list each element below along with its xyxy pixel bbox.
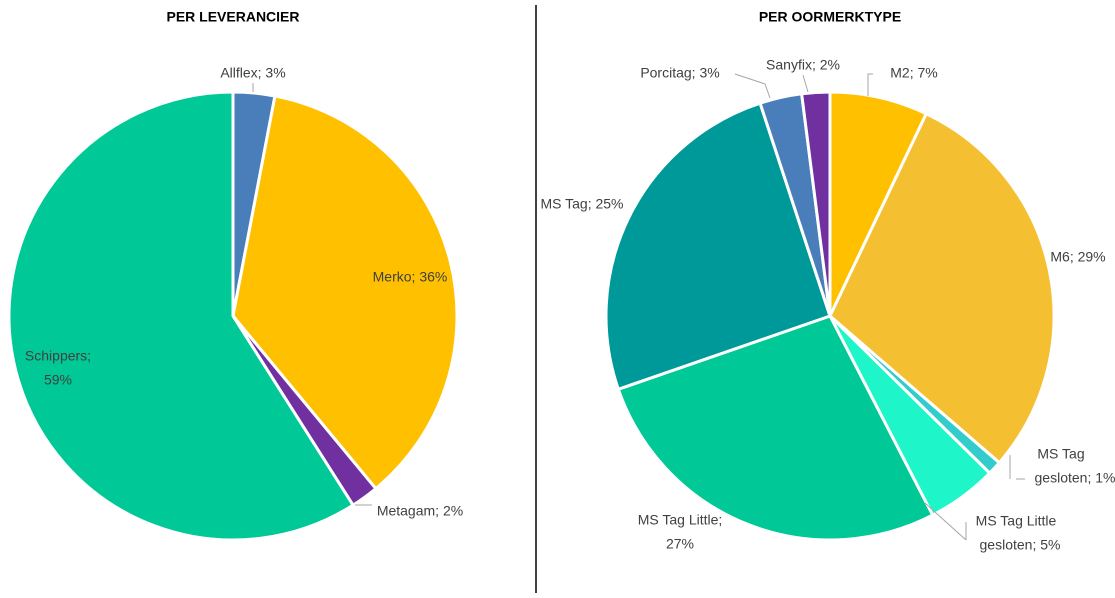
data-label: gesloten; 5% [980, 537, 1061, 553]
data-label: MS Tag Little; [638, 512, 723, 528]
pie-slice [231, 94, 459, 491]
data-label: M6; 29% [1050, 249, 1105, 265]
data-label: Allflex; 3% [220, 65, 285, 81]
data-label: MS Tag; 25% [540, 196, 623, 212]
leader-line [802, 74, 809, 93]
data-label: Merko; 36% [373, 269, 448, 285]
pie-slice [800, 90, 832, 318]
pie-slice [7, 90, 355, 542]
pie-slice [616, 314, 935, 542]
data-label: M2; 7% [890, 65, 937, 81]
chart-title: PER LEVERANCIER [166, 9, 299, 25]
leader-line [867, 73, 873, 96]
data-label: Porcitag; 3% [640, 65, 719, 81]
leader-line [924, 502, 967, 541]
data-label: Schippers; [25, 348, 91, 364]
chart-title: PER OORMERKTYPE [759, 9, 901, 25]
data-label: 27% [666, 536, 694, 552]
data-label: gesloten; 1% [1035, 470, 1115, 486]
data-label: MS Tag [1037, 446, 1084, 462]
pie-slice [604, 101, 832, 391]
data-label: Metagam; 2% [377, 503, 463, 519]
pie-slice [828, 112, 1056, 465]
data-label: MS Tag Little [976, 513, 1057, 529]
leader-line [734, 73, 771, 99]
data-label: 59% [44, 372, 72, 388]
data-label: Sanyfix; 2% [766, 57, 840, 73]
